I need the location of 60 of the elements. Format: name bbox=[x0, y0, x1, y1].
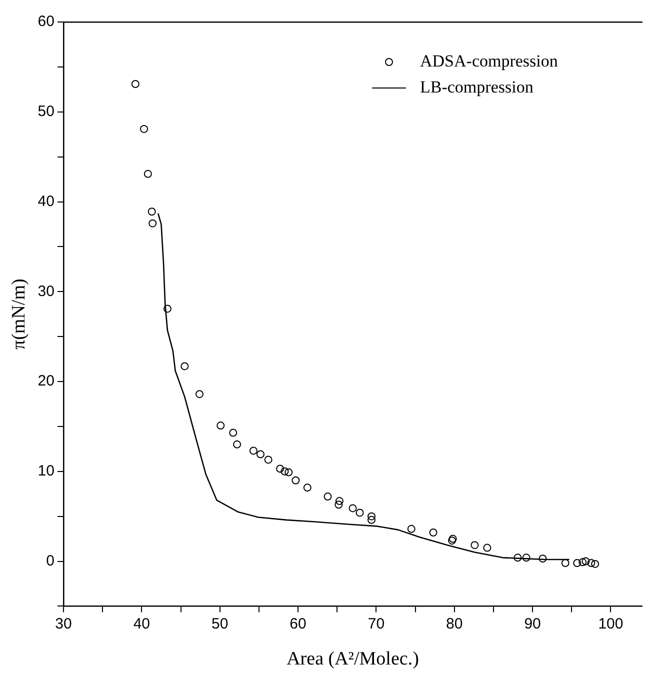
point bbox=[368, 512, 376, 520]
point bbox=[196, 390, 204, 398]
y-tick-label: 40 bbox=[38, 192, 54, 210]
point bbox=[591, 560, 600, 568]
point bbox=[233, 440, 242, 448]
point bbox=[448, 536, 456, 545]
y-tick-label: 50 bbox=[38, 103, 54, 120]
x-tick-label: 50 bbox=[211, 615, 228, 632]
point bbox=[276, 464, 284, 473]
point bbox=[334, 500, 343, 509]
point bbox=[144, 170, 152, 178]
point bbox=[256, 450, 264, 458]
point bbox=[249, 446, 258, 455]
legend-label: ADSA-compression bbox=[420, 51, 558, 70]
point bbox=[216, 422, 225, 430]
y-axis-title: π(mN/m) bbox=[8, 278, 30, 350]
x-tick-label: 60 bbox=[290, 615, 306, 632]
point bbox=[180, 362, 189, 370]
point bbox=[448, 534, 457, 543]
x-tick-label: 30 bbox=[55, 615, 72, 632]
point bbox=[163, 304, 172, 313]
legend-label: LB-compression bbox=[420, 77, 534, 96]
point bbox=[303, 484, 312, 492]
y-tick-label: 30 bbox=[38, 282, 54, 300]
point bbox=[229, 428, 238, 437]
point bbox=[284, 468, 293, 476]
y-tick-label: 0 bbox=[46, 552, 54, 570]
point bbox=[522, 554, 530, 562]
point bbox=[407, 524, 416, 533]
point bbox=[587, 559, 596, 568]
point bbox=[292, 476, 300, 484]
x-tick-label: 70 bbox=[368, 615, 385, 632]
point bbox=[514, 554, 522, 562]
point bbox=[561, 559, 570, 568]
point bbox=[573, 559, 582, 568]
point bbox=[578, 558, 587, 566]
point bbox=[280, 467, 289, 476]
point bbox=[356, 508, 364, 517]
point bbox=[131, 80, 140, 88]
point bbox=[470, 541, 479, 550]
point bbox=[582, 557, 590, 566]
x-tick-label: 100 bbox=[598, 615, 624, 632]
point bbox=[348, 504, 357, 512]
point bbox=[148, 219, 157, 228]
y-tick-label: 60 bbox=[38, 13, 54, 30]
point bbox=[538, 554, 547, 563]
point bbox=[335, 497, 344, 506]
x-tick-label: 90 bbox=[524, 615, 541, 632]
x-axis-title: Area (A²/Molec.) bbox=[286, 648, 419, 670]
y-tick-label: 10 bbox=[38, 462, 54, 480]
y-tick-label: 20 bbox=[38, 372, 54, 390]
point bbox=[140, 124, 148, 133]
point bbox=[324, 492, 332, 501]
point bbox=[368, 516, 376, 524]
point bbox=[264, 456, 272, 464]
point bbox=[148, 208, 156, 216]
point bbox=[483, 544, 492, 552]
point bbox=[429, 528, 438, 536]
x-tick-label: 80 bbox=[446, 615, 463, 632]
x-tick-label: 40 bbox=[133, 615, 150, 632]
